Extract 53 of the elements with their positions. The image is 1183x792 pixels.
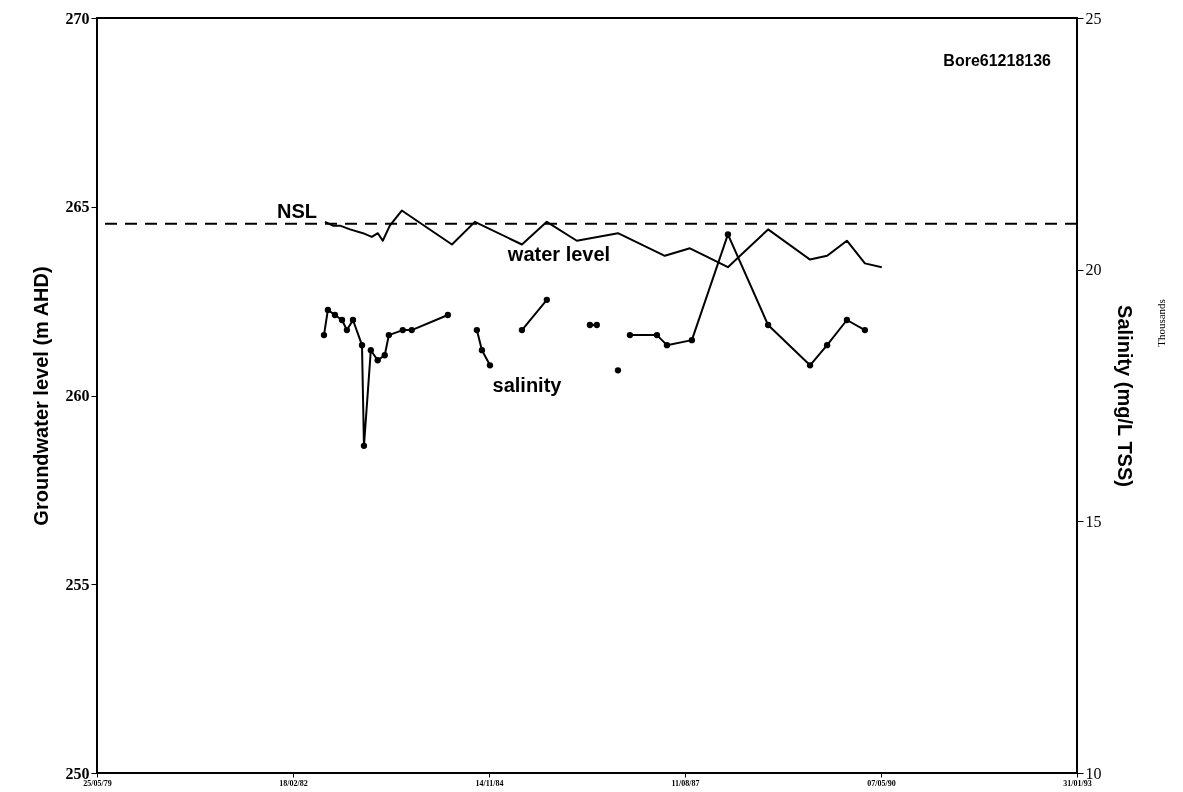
y-tick-label: 255 (65, 575, 90, 593)
y-tick-label: 260 (65, 387, 90, 404)
y-tick-label: 265 (65, 198, 90, 216)
point (381, 352, 388, 359)
point (324, 306, 332, 314)
point (653, 331, 661, 339)
point (764, 321, 772, 329)
series-label: water level (506, 243, 611, 265)
point (367, 347, 374, 354)
point (473, 326, 481, 334)
point (343, 326, 351, 334)
point (861, 326, 869, 334)
point (543, 296, 550, 304)
y2-tick-label: 15 (1085, 512, 1102, 530)
point (331, 311, 339, 319)
x-tick-label: 07/05/90 (867, 778, 896, 788)
x-tick-label: 25/05/79 (83, 778, 112, 788)
point (688, 336, 696, 344)
point (385, 331, 393, 339)
text: Bore61218136 (943, 52, 1052, 69)
y2-tick-label: 25 (1085, 9, 1102, 27)
point (399, 326, 406, 334)
series-label: salinity (492, 374, 563, 396)
point (338, 316, 346, 324)
point (823, 342, 831, 349)
point (358, 342, 366, 349)
point (614, 367, 622, 374)
point (626, 331, 634, 339)
x-tick-label: 11/08/87 (671, 778, 700, 788)
point (408, 326, 415, 334)
point (349, 316, 357, 324)
x-tick-label: 14/11/84 (475, 778, 504, 788)
point (320, 331, 328, 339)
y2-tick-label: 20 (1085, 261, 1102, 279)
text: Thousands (1155, 299, 1167, 347)
point (724, 231, 732, 238)
y-axis-title: Groundwater level (m AHD) (29, 266, 52, 526)
y2-axis-title: Salinity (mg/L TSS) (1113, 305, 1136, 487)
point (360, 442, 368, 449)
point (663, 342, 671, 349)
point (593, 321, 600, 329)
point (478, 347, 486, 354)
x-tick-label: 31/01/93 (1063, 778, 1092, 788)
x-tick-label: 18/02/82 (279, 778, 308, 788)
point (843, 316, 851, 324)
ref-line-label: NSL (277, 199, 317, 222)
point (586, 321, 594, 329)
y-tick-label: 270 (65, 9, 90, 27)
point (806, 362, 814, 369)
point (444, 311, 451, 319)
point (374, 357, 381, 364)
point (486, 362, 494, 369)
point (518, 326, 526, 334)
